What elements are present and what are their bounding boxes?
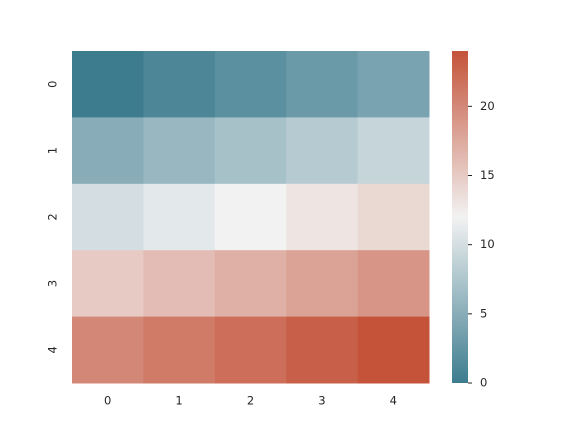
heatmap-cell (143, 250, 216, 318)
y-tick-label: 1 (46, 147, 60, 154)
heatmap-cell (357, 183, 430, 251)
heatmap-cell (143, 183, 216, 251)
y-tick-label: 4 (46, 346, 60, 353)
heatmap-cell (286, 51, 359, 118)
heatmap-cell (214, 250, 287, 318)
y-tick-label: 2 (46, 213, 60, 220)
x-tick-label: 2 (247, 394, 254, 408)
heatmap-cell (143, 117, 216, 185)
heatmap-cell (357, 117, 430, 185)
heatmap-cell (72, 183, 144, 251)
x-tick-label: 3 (318, 394, 325, 408)
colorbar-tick-label: 20 (480, 99, 495, 113)
y-tick-label: 0 (46, 81, 60, 88)
heatmap-cell (214, 183, 287, 251)
heatmap-cell (72, 51, 144, 118)
heatmap-cell (286, 316, 359, 384)
heatmap-cell (143, 51, 216, 118)
heatmap-cell (72, 316, 144, 384)
heatmap-cell (214, 51, 287, 118)
x-tick-label: 1 (175, 394, 182, 408)
heatmap-cell (286, 117, 359, 185)
heatmap-cell (72, 250, 144, 318)
heatmap-cell (214, 117, 287, 185)
colorbar-tick-label: 5 (480, 306, 487, 320)
x-tick-label: 0 (104, 394, 111, 408)
x-tick-label: 4 (390, 394, 397, 408)
heatmap-cell (357, 250, 430, 318)
heatmap-cell (286, 183, 359, 251)
colorbar-tick-label: 10 (480, 237, 495, 251)
heatmap-cell (286, 250, 359, 318)
y-tick-label: 3 (46, 280, 60, 287)
heatmap-cell (143, 316, 216, 384)
heatmap-cell (214, 316, 287, 384)
heatmap-cell (72, 117, 144, 185)
heatmap-cell (357, 51, 430, 118)
colorbar-tick-label: 0 (480, 376, 487, 390)
colorbar-tick-label: 15 (480, 168, 495, 182)
colorbar (452, 51, 468, 383)
heatmap-cell (357, 316, 430, 384)
